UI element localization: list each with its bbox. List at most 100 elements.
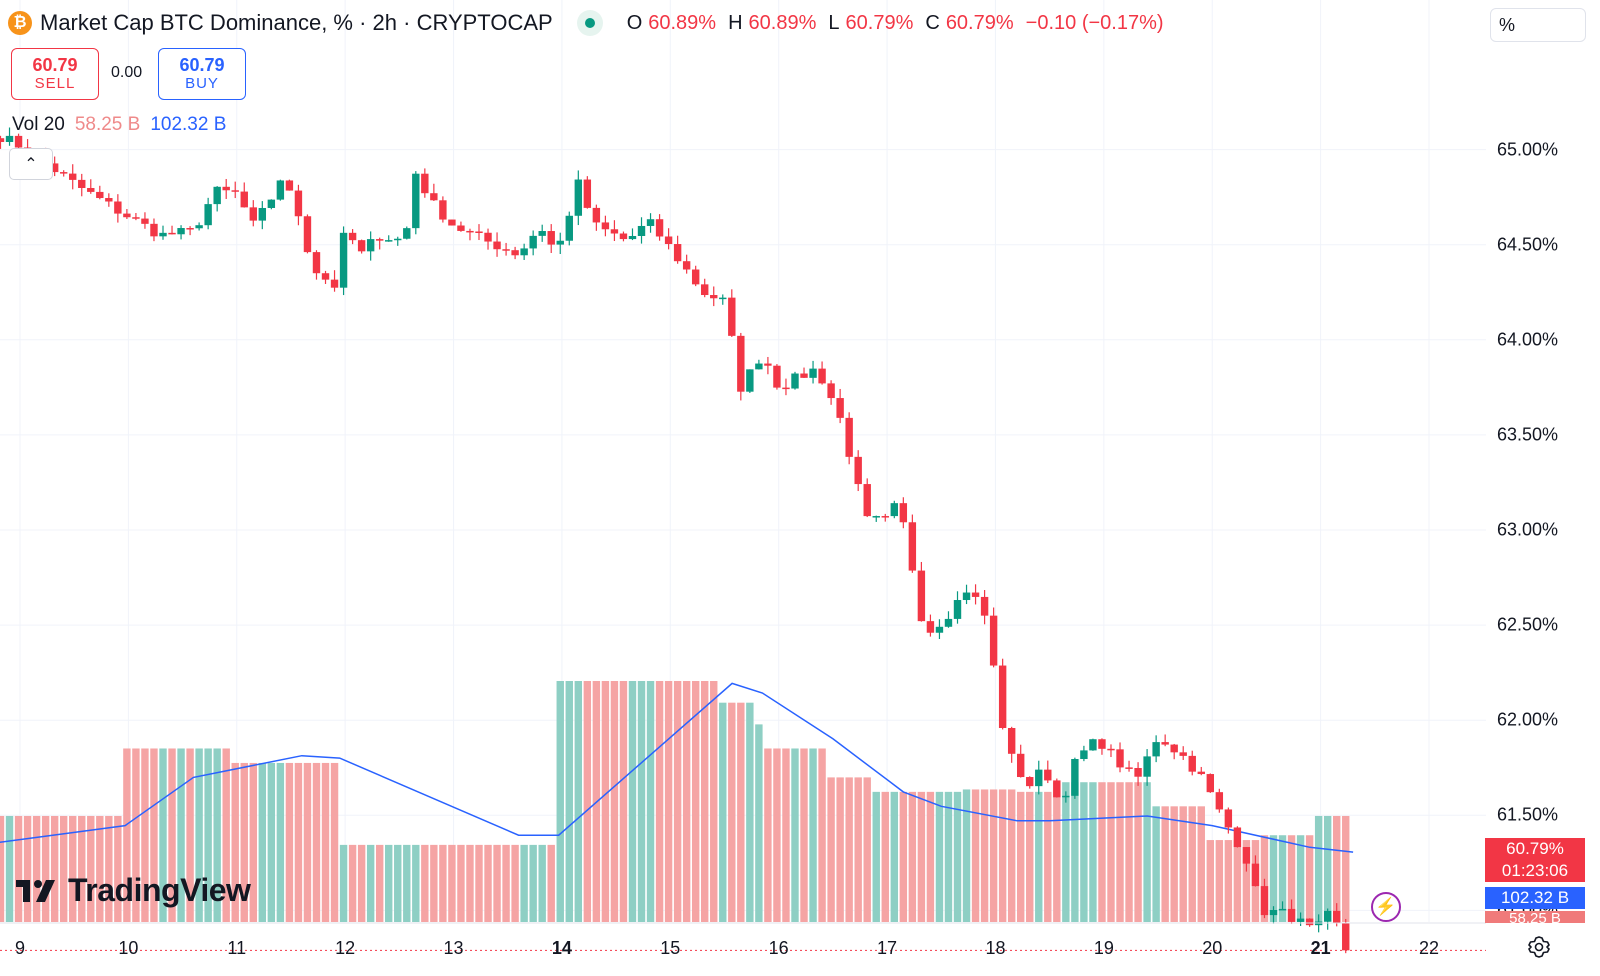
volume-bar xyxy=(935,791,944,922)
candle-body xyxy=(114,201,122,214)
candle-body xyxy=(583,179,592,208)
candle-body xyxy=(673,244,682,262)
grid xyxy=(0,0,1486,922)
tradingview-logo-icon xyxy=(16,879,55,902)
candlestick-series[interactable] xyxy=(0,127,1350,954)
settings-gear-icon[interactable] xyxy=(1526,934,1552,960)
candle-body xyxy=(1143,756,1151,777)
close-value: 60.79% xyxy=(945,11,1014,34)
candle-body xyxy=(980,596,989,616)
candle-body xyxy=(728,297,736,336)
candle-body xyxy=(971,592,980,597)
volume-bar xyxy=(1323,815,1332,922)
chevron-up-icon: ⌃ xyxy=(24,156,38,173)
candle-body xyxy=(466,230,474,233)
candle-body xyxy=(755,363,763,370)
volume-bar xyxy=(385,844,393,922)
candle-body xyxy=(5,135,14,142)
candle-body xyxy=(1342,923,1350,951)
volume-bar xyxy=(809,748,817,922)
candle-body xyxy=(1007,727,1016,754)
volume-bar xyxy=(1080,782,1088,922)
volume-bar xyxy=(294,762,303,922)
candle-body xyxy=(1116,749,1124,768)
candle-body xyxy=(385,240,393,242)
symbol-title[interactable]: Market Cap BTC Dominance, % · 2h · CRYPT… xyxy=(40,10,553,35)
volume-bar xyxy=(78,815,86,922)
percent-scale-button[interactable]: % xyxy=(1490,8,1586,42)
volume-bar xyxy=(240,762,248,922)
candle-body xyxy=(935,626,944,633)
volume-bar xyxy=(899,791,908,922)
volume-bar xyxy=(1107,782,1115,922)
volume-bar xyxy=(1044,791,1052,922)
volume-legend[interactable]: Vol 20 58.25 B 102.32 B xyxy=(12,114,226,136)
volume-bar xyxy=(944,791,953,922)
candle-body xyxy=(899,503,908,523)
volume-bar xyxy=(664,681,673,922)
volume-bar xyxy=(962,789,971,922)
candle-body xyxy=(953,600,962,619)
candle-body xyxy=(529,235,537,249)
candle-body xyxy=(863,484,871,517)
candle-body xyxy=(1125,767,1133,769)
market-status-icon[interactable] xyxy=(576,10,603,36)
volume-bar xyxy=(375,844,384,922)
candle-body xyxy=(1089,739,1097,751)
candle-body xyxy=(1134,768,1142,777)
buy-button[interactable]: 60.79 BUY xyxy=(158,48,246,100)
volume-bar xyxy=(529,844,537,922)
candle-body xyxy=(69,173,77,180)
volume-bar xyxy=(1007,789,1016,922)
candle-body xyxy=(475,231,483,233)
volume-bar xyxy=(502,844,510,922)
volume-bar xyxy=(520,844,528,922)
collapse-legend-button[interactable]: ⌃ xyxy=(9,148,53,180)
volume-bar xyxy=(23,815,32,922)
volume-bar xyxy=(1026,791,1034,922)
volume-bar xyxy=(511,844,519,922)
candle-body xyxy=(493,241,501,250)
sell-label: SELL xyxy=(34,75,76,92)
candle-body xyxy=(637,225,646,236)
volume-bar xyxy=(1242,840,1251,922)
candle-body xyxy=(574,179,583,216)
candle-body xyxy=(691,269,700,285)
volume-bar xyxy=(1017,791,1025,922)
y-tick-label: 64.50% xyxy=(1497,234,1559,255)
x-tick-label: 18 xyxy=(985,938,1006,958)
volume-bar xyxy=(439,844,447,922)
candle-body xyxy=(962,592,971,601)
x-tick-label: 10 xyxy=(118,938,139,958)
candle-body xyxy=(1287,908,1296,922)
volume-bar xyxy=(1206,840,1215,922)
y-tick-label: 61.50% xyxy=(1497,804,1559,825)
volume-bar xyxy=(601,681,610,922)
sell-button[interactable]: 60.79 SELL xyxy=(11,48,99,100)
volume-bar xyxy=(619,681,628,922)
candle-body xyxy=(1269,910,1278,916)
last-price-tag: 60.79% xyxy=(1485,838,1585,860)
candle-body xyxy=(1053,780,1061,798)
volume-bar xyxy=(457,844,465,922)
candle-body xyxy=(294,190,303,217)
volume-bar xyxy=(1332,815,1341,922)
volume-bar xyxy=(231,762,239,922)
buy-label: BUY xyxy=(185,75,219,92)
candle-body xyxy=(484,232,492,242)
volume-bar xyxy=(105,815,113,922)
volume-bar xyxy=(276,762,285,922)
volume-bar xyxy=(818,748,826,922)
volume-bar xyxy=(430,844,438,922)
tradingview-watermark[interactable]: TradingView xyxy=(16,872,251,909)
candle-body xyxy=(448,219,456,226)
volume-bar xyxy=(448,844,456,922)
volume-bar xyxy=(96,815,104,922)
candle-body xyxy=(1080,750,1088,760)
lightning-icon[interactable]: ⚡ xyxy=(1371,892,1401,922)
candle-body xyxy=(592,207,601,223)
volume-bar xyxy=(493,844,501,922)
candle-body xyxy=(565,215,573,241)
volume-bar xyxy=(394,844,402,922)
